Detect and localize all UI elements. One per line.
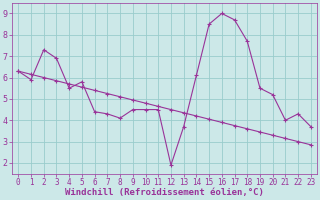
- X-axis label: Windchill (Refroidissement éolien,°C): Windchill (Refroidissement éolien,°C): [65, 188, 264, 197]
